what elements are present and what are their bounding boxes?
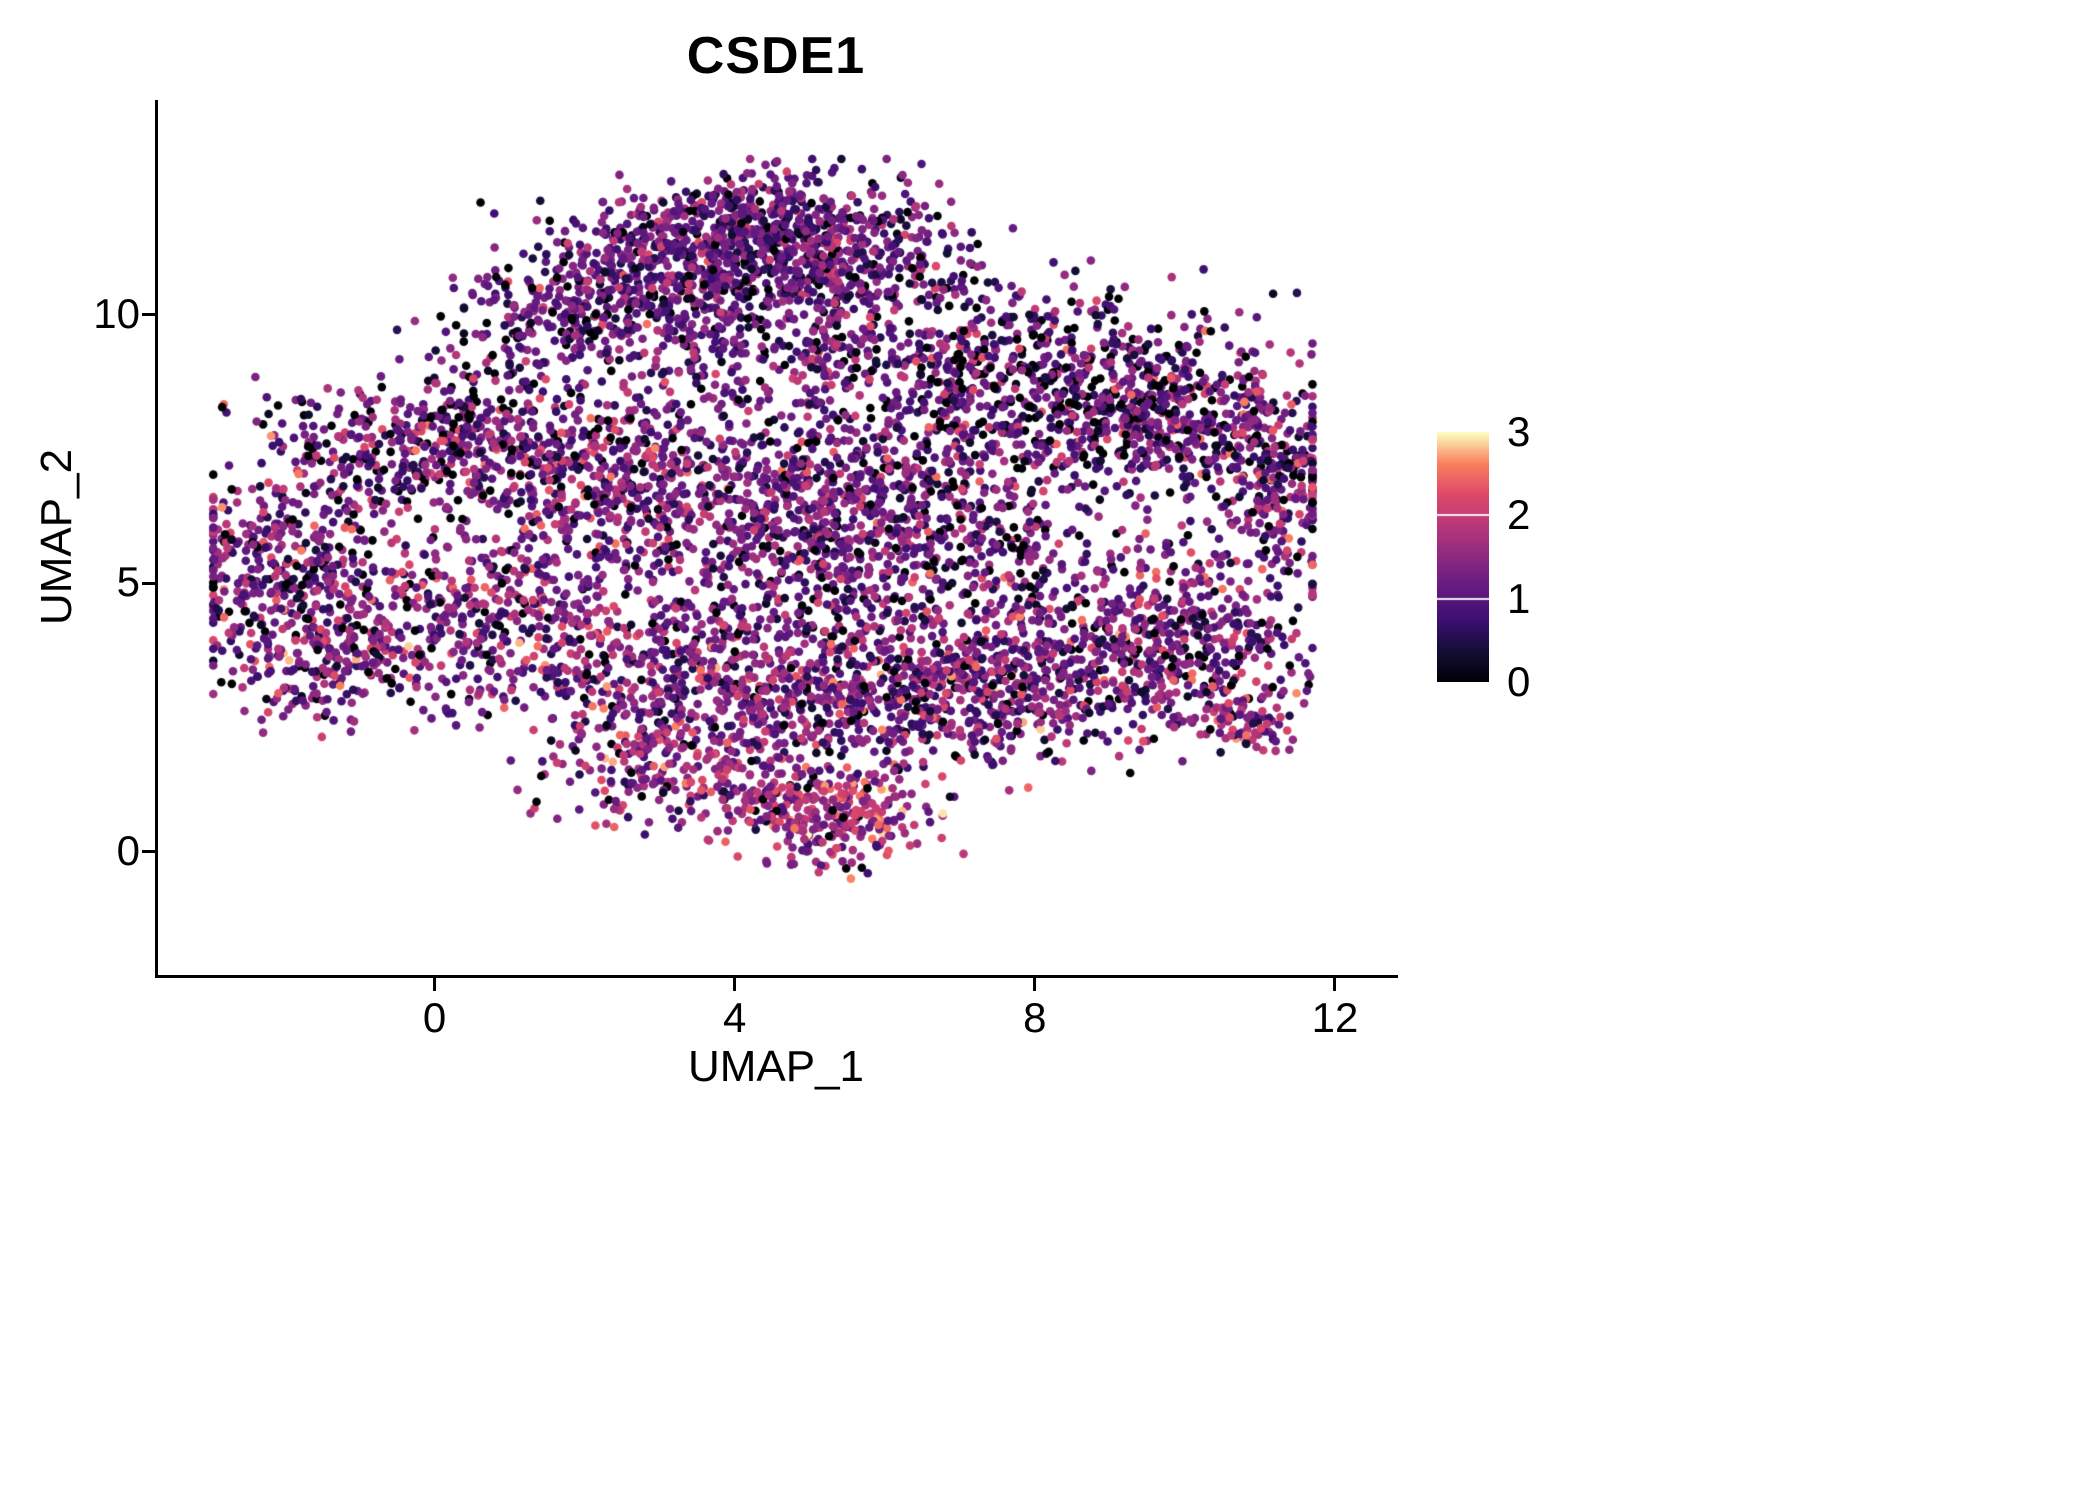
plot-title: CSDE1 [686, 27, 866, 85]
colorbar-tick-label: 2 [1507, 491, 1531, 539]
colorbar-gradient [1437, 432, 1489, 682]
x-tick-label: 4 [723, 994, 747, 1041]
x-tick-mark [733, 978, 737, 991]
y-tick-mark [142, 581, 155, 585]
y-tick-label: 5 [116, 558, 140, 606]
x-axis-label: UMAP_1 [687, 1042, 865, 1091]
y-tick-label: 10 [93, 289, 140, 337]
y-tick-label: 0 [116, 826, 140, 874]
x-tick-label: 0 [422, 994, 447, 1041]
colorbar-legend: 3 2 1 0 [1437, 408, 1530, 705]
x-tick-mark [433, 978, 437, 991]
y-axis-line [155, 100, 158, 978]
x-axis-line [155, 975, 1398, 978]
x-tick-label: 8 [1023, 994, 1047, 1041]
y-tick-mark [142, 850, 155, 854]
y-tick-mark [142, 313, 155, 317]
x-tick-mark [1033, 978, 1037, 991]
colorbar-tick-label: 3 [1507, 408, 1531, 455]
colorbar-tick-label: 1 [1507, 574, 1531, 622]
colorbar-tick-label: 0 [1507, 658, 1531, 705]
x-tick-mark [1333, 978, 1337, 991]
x-tick-label: 12 [1311, 994, 1359, 1041]
